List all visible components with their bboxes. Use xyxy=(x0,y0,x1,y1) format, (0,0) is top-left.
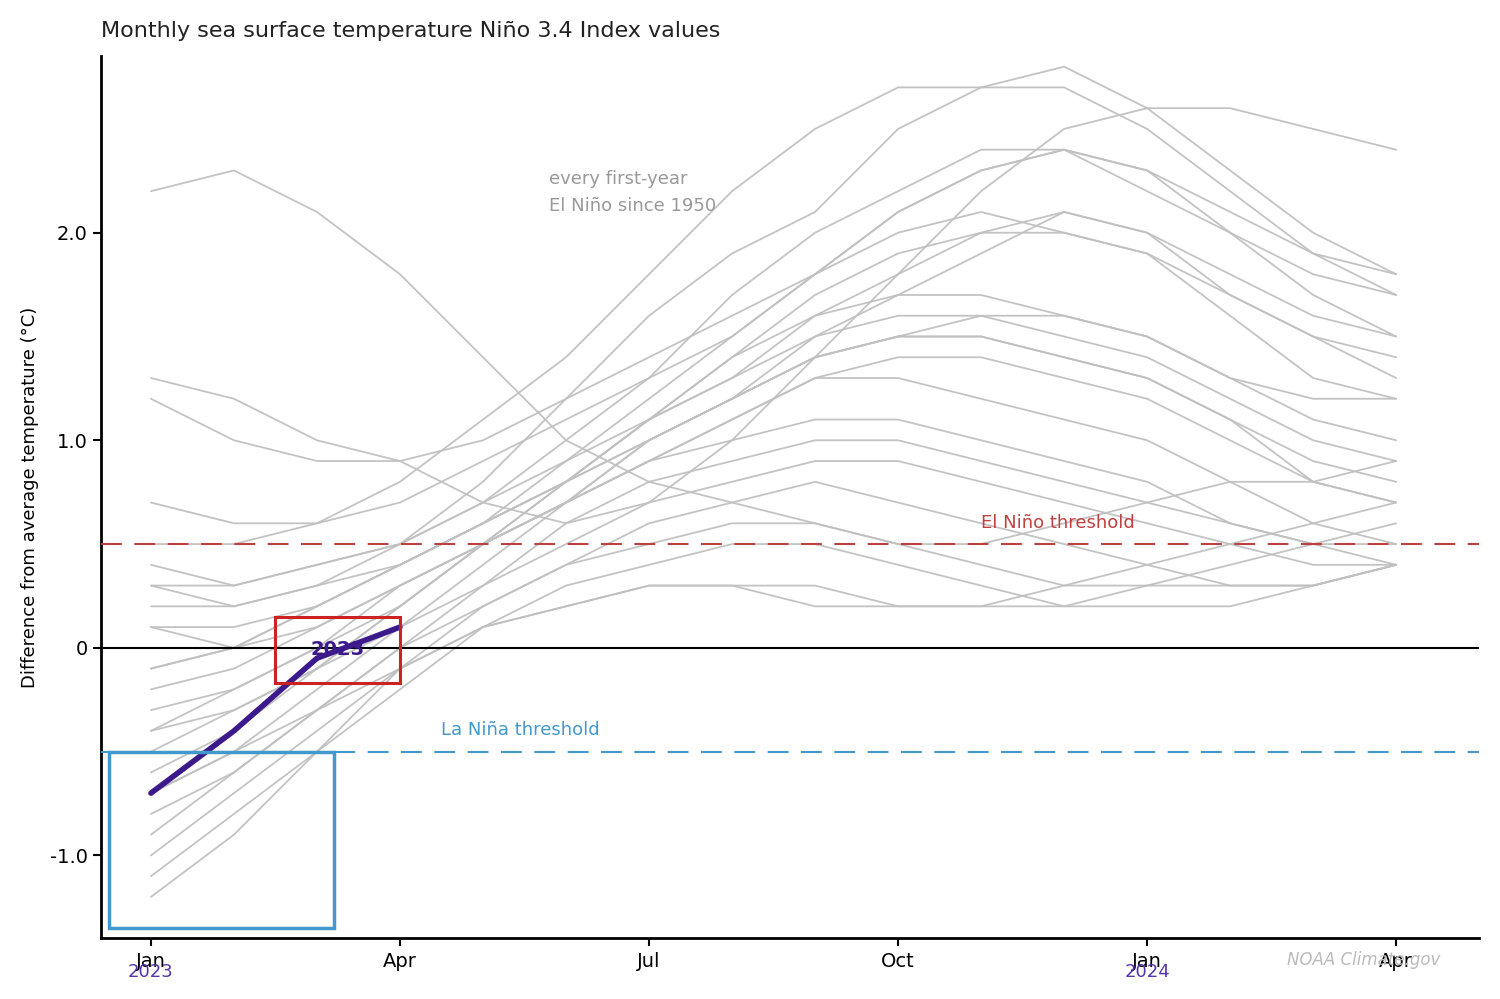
Text: NOAA Climate.gov: NOAA Climate.gov xyxy=(1287,951,1440,969)
Bar xyxy=(110,751,333,928)
Text: 2023: 2023 xyxy=(310,640,364,659)
Bar xyxy=(276,616,400,683)
Text: 2023: 2023 xyxy=(128,963,174,981)
Y-axis label: Difference from average temperature (°C): Difference from average temperature (°C) xyxy=(21,307,39,688)
Text: La Niña threshold: La Niña threshold xyxy=(441,721,600,739)
Text: 2024: 2024 xyxy=(1124,963,1170,981)
Text: El Niño threshold: El Niño threshold xyxy=(981,513,1136,531)
Text: every first-year
El Niño since 1950: every first-year El Niño since 1950 xyxy=(549,171,717,215)
Text: Monthly sea surface temperature Niño 3.4 Index values: Monthly sea surface temperature Niño 3.4… xyxy=(100,21,720,41)
